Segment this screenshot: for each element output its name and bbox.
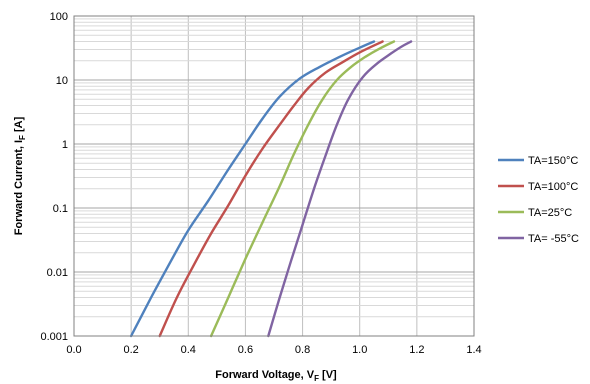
series-line-2 <box>158 40 384 338</box>
x-axis-label: Forward Voltage, VF [V] <box>215 369 337 383</box>
y-tick-label: 0.1 <box>53 203 68 215</box>
x-tick-label: 0.4 <box>181 344 196 356</box>
series-lines <box>129 40 413 338</box>
legend-label: TA=25°C <box>528 207 572 219</box>
grid-lines <box>73 16 475 337</box>
x-tick-label: 0.8 <box>295 344 310 356</box>
x-tick-label: 0.0 <box>66 344 81 356</box>
legend: TA=150°C TA=100°C TA=25°C TA= -55°C <box>498 155 579 245</box>
legend-label: TA=100°C <box>528 181 578 193</box>
series-line-3 <box>209 40 396 338</box>
plot-area-frame <box>73 15 475 337</box>
x-tick-label: 1.4 <box>466 344 481 356</box>
y-tick-label: 1 <box>62 139 68 151</box>
x-tick-label: 0.2 <box>123 344 138 356</box>
x-tick-label: 1.2 <box>409 344 424 356</box>
y-tick-label: 0.01 <box>47 267 68 279</box>
x-tick-label: 0.6 <box>238 344 253 356</box>
y-tick-label: 0.001 <box>40 331 68 343</box>
y-axis-label: Forward Current, IF [A] <box>13 116 27 235</box>
series-line-4 <box>267 40 413 338</box>
legend-label: TA= -55°C <box>528 233 579 245</box>
legend-label: TA=150°C <box>528 155 578 167</box>
x-tick-label: 1.0 <box>352 344 367 356</box>
y-tick-label: 10 <box>56 75 68 87</box>
y-tick-label: 100 <box>50 11 68 23</box>
series-line-1 <box>129 40 376 338</box>
tick-labels: 0.0 0.2 0.4 0.6 0.8 1.0 1.2 1.4 0.001 0.01 0.1 1 10 1… <box>40 11 481 356</box>
